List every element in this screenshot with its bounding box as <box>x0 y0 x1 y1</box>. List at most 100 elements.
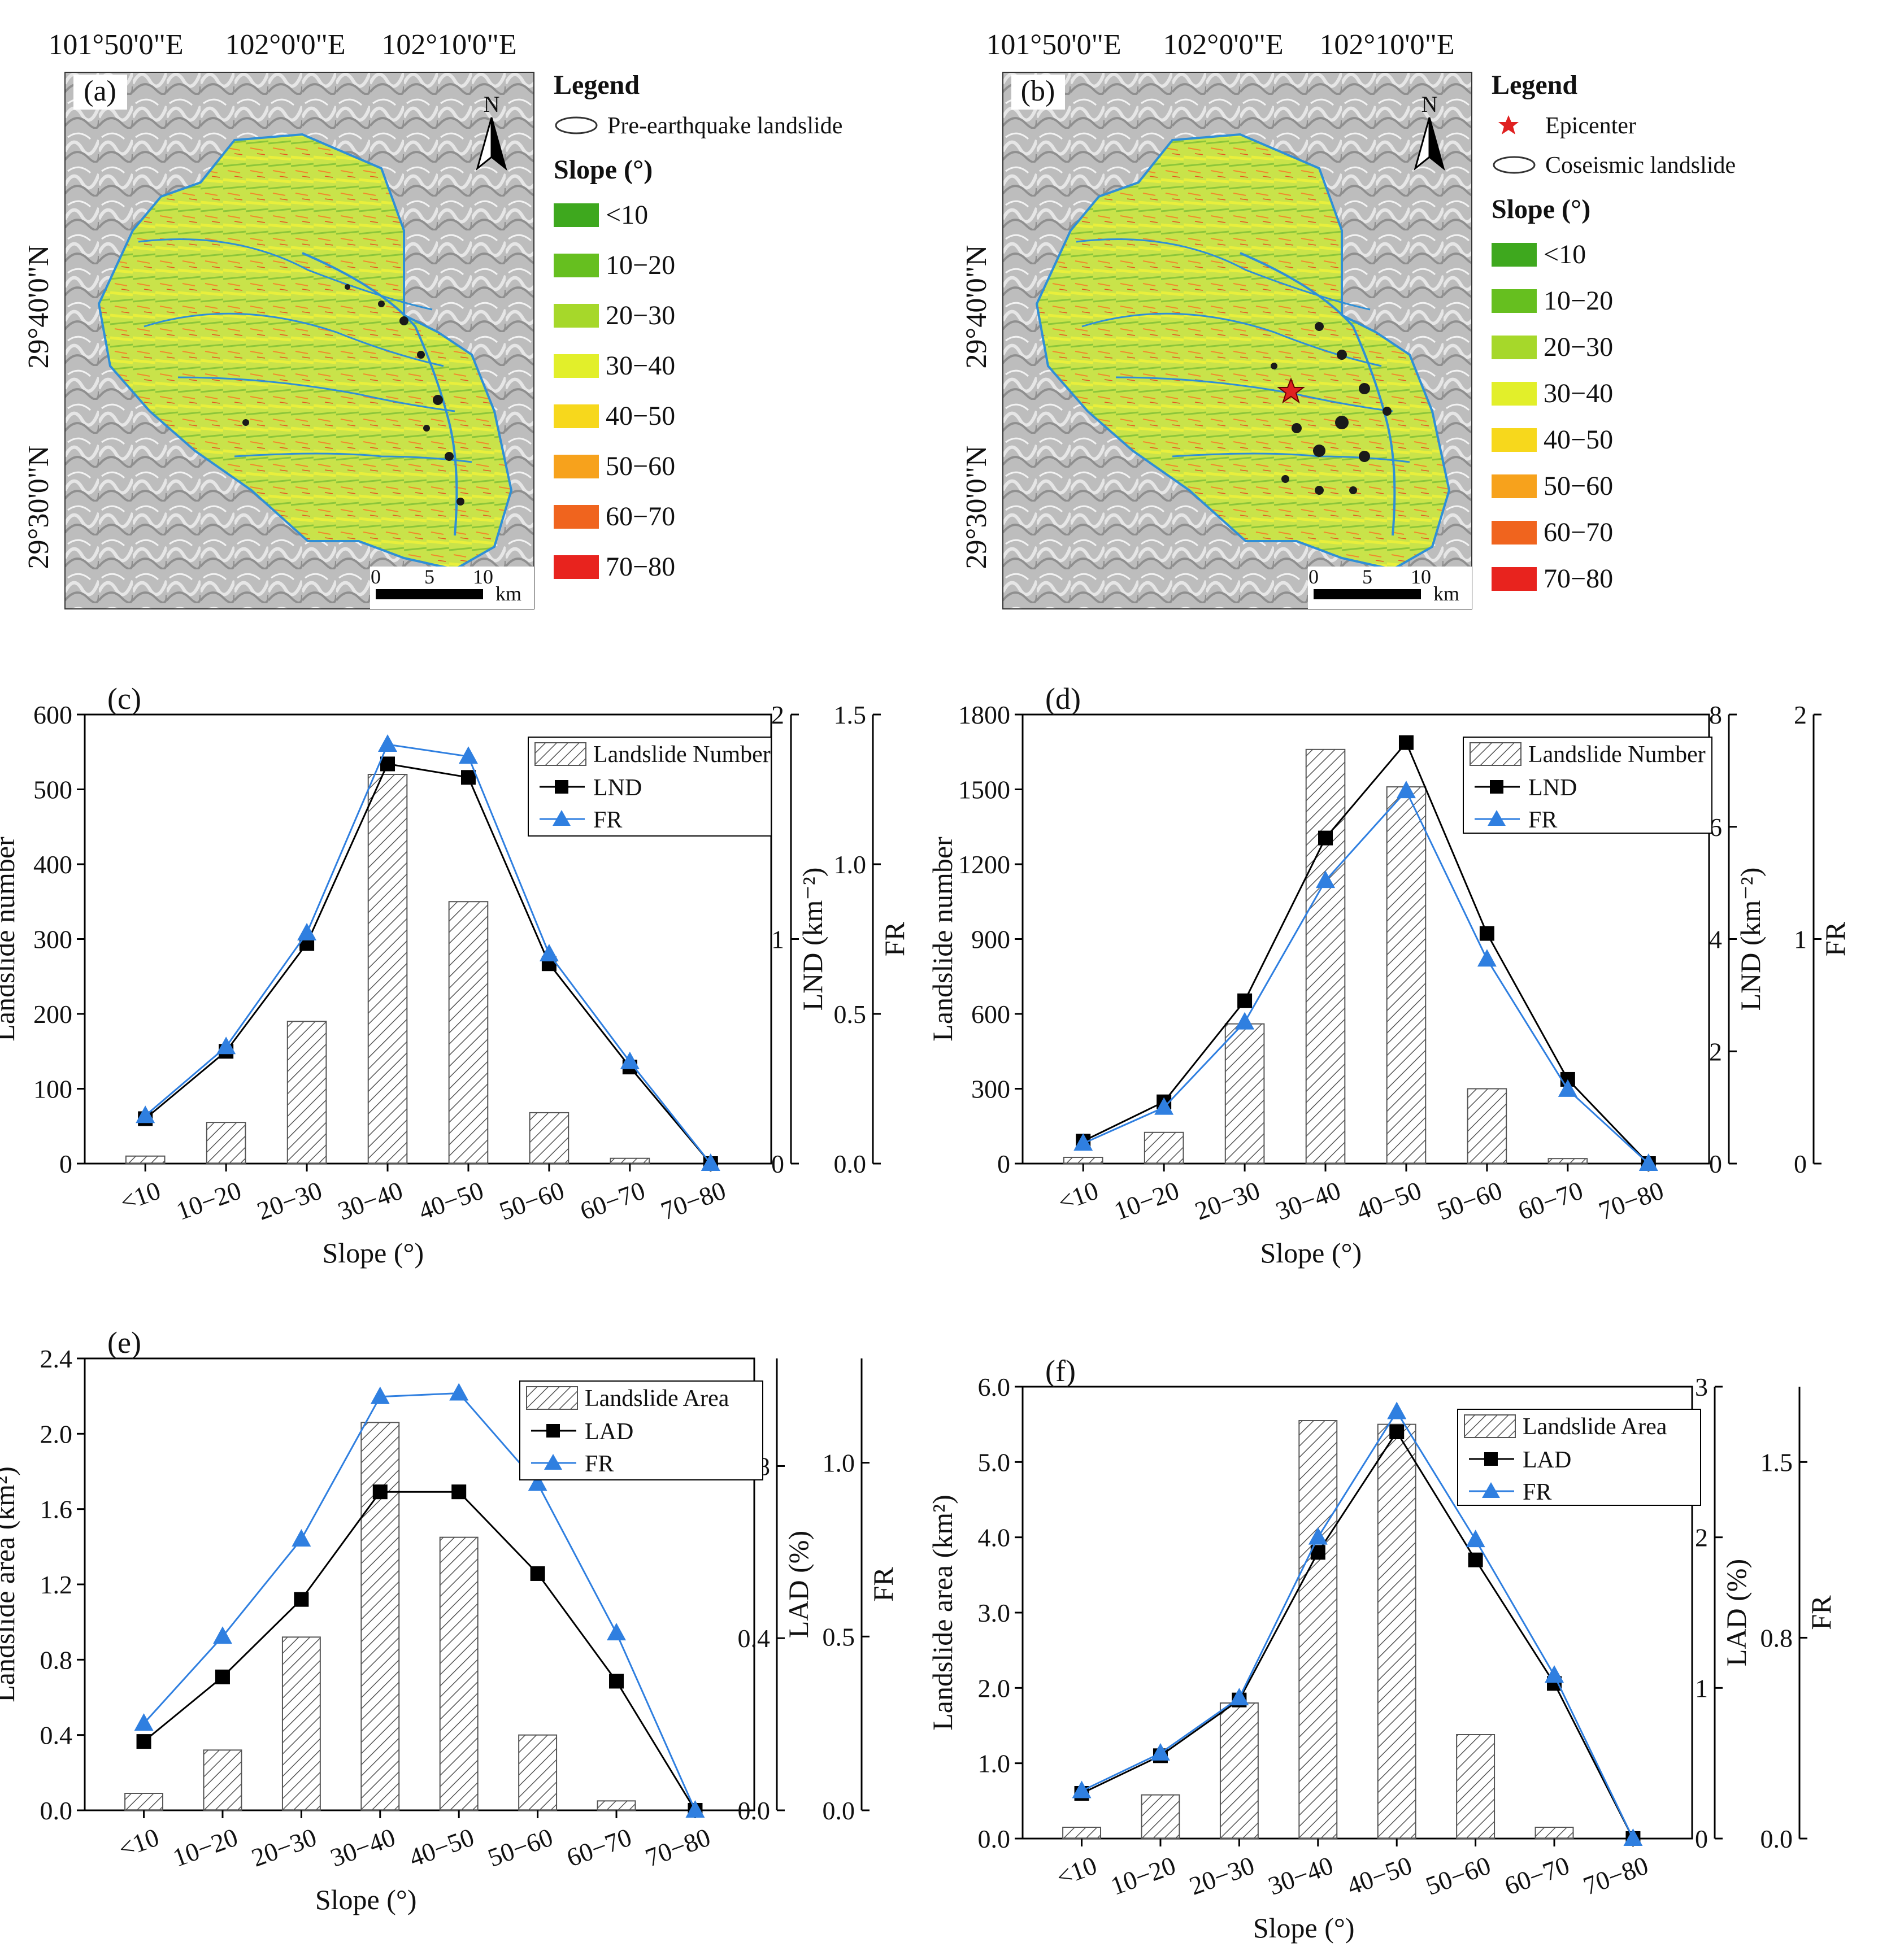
landslide-polygon-icon <box>1493 156 1536 174</box>
slope-swatch <box>1492 428 1537 452</box>
bar <box>1298 1420 1338 1839</box>
point-fr <box>1229 1688 1249 1706</box>
slope-class-label: 10−20 <box>1544 286 1613 316</box>
y1-tick-label: 1200 <box>958 850 1010 879</box>
y2-tick-label: 1 <box>771 925 784 954</box>
map-left-tick: 29°30'0"N <box>23 446 55 569</box>
legend-bar-label: Landslide Number <box>593 742 771 768</box>
x-tick-label: 50−60 <box>484 1822 557 1872</box>
x-axis-label: Slope (°) <box>315 1884 417 1915</box>
slope-swatch <box>1492 567 1537 591</box>
y2-axis-label: LAD (%) <box>1720 1559 1752 1666</box>
x-tick-label: 60−70 <box>563 1822 635 1872</box>
panel-label: (c) <box>107 682 141 716</box>
chart-panel-d: 0 300 600 900 1200 1500 1800 Landslide number 0 2… <box>927 682 1851 1269</box>
y1-tick-label: 200 <box>33 1000 72 1029</box>
y1-tick-label: 2.4 <box>40 1344 73 1373</box>
y1-tick-label: 0.0 <box>978 1824 1011 1853</box>
y1-tick-label: 1.0 <box>978 1749 1011 1778</box>
x-tick-label: <10 <box>1053 1850 1101 1892</box>
point-fr <box>1387 1401 1407 1419</box>
point-lad <box>294 1592 309 1607</box>
svg-text:10: 10 <box>473 565 493 588</box>
landslide-clusters <box>242 284 464 506</box>
svg-text:0: 0 <box>371 565 381 588</box>
point-fr <box>297 922 317 940</box>
y1-tick-label: 600 <box>33 700 72 729</box>
y1-axis-label: Landslide area (km²) <box>0 1466 20 1702</box>
point-fr <box>1308 1527 1328 1545</box>
chart-legend: Landslide Number LND FR <box>528 737 772 837</box>
y2-tick-label: 2 <box>1709 1037 1722 1066</box>
map-panel-b: 101°50'0"E 102°0'0"E 102°10'0"E 29°40'0"… <box>960 29 1736 609</box>
x-tick-label: 30−40 <box>334 1175 406 1225</box>
basin-boundary <box>1172 452 1410 463</box>
bar <box>367 774 408 1164</box>
slope-swatch <box>1492 243 1537 267</box>
x-tick-label: 60−70 <box>576 1175 649 1225</box>
panel-label: (f) <box>1045 1354 1076 1388</box>
x-tick-label: 10−20 <box>1107 1850 1179 1900</box>
slope-swatch <box>1492 336 1537 359</box>
legend-line-label: LAD <box>585 1419 633 1445</box>
legend-bar-label: Landslide Number <box>1528 742 1706 768</box>
point-fr <box>378 734 398 752</box>
y1-tick-label: 500 <box>33 776 72 804</box>
y1-axis-label: Landslide area (km²) <box>927 1495 958 1731</box>
slope-class-label: <10 <box>1544 239 1586 269</box>
x-tick-label: 60−70 <box>1501 1850 1573 1900</box>
y1-tick-label: 0 <box>997 1149 1010 1178</box>
slope-class-label: 30−40 <box>1544 378 1613 408</box>
point-fr <box>1154 1097 1174 1115</box>
point-lad <box>451 1484 467 1500</box>
x-tick-label: 20−30 <box>248 1822 320 1872</box>
x-tick-label: 10−20 <box>172 1175 245 1225</box>
y2-tick-label: 0 <box>1709 1149 1722 1178</box>
y1-tick-label: 2.0 <box>40 1419 73 1448</box>
bar <box>1377 1423 1416 1839</box>
x-tick-label: <10 <box>116 1175 164 1217</box>
x-tick-label: 30−40 <box>1264 1850 1337 1900</box>
slope-swatch <box>1492 474 1537 498</box>
y3-tick-label: 1.0 <box>823 1449 855 1478</box>
point-fr <box>1073 1133 1093 1151</box>
x-tick-label: <10 <box>115 1822 163 1863</box>
map-top-tick: 102°0'0"E <box>225 29 345 61</box>
bar <box>1534 1827 1574 1839</box>
y1-tick-label: 4.0 <box>978 1523 1011 1552</box>
point-lnd <box>1318 830 1333 846</box>
point-fr <box>539 944 559 961</box>
point-lad <box>136 1734 151 1749</box>
point-fr <box>701 1153 720 1171</box>
study-area-polygon <box>97 133 513 571</box>
scale-bar: 0 5 10 km <box>1308 565 1472 609</box>
y2-tick-label: 3 <box>1695 1373 1708 1401</box>
x-tick-label: 10−20 <box>169 1822 241 1872</box>
point-lad <box>1389 1425 1405 1439</box>
slope-class-label: 10−20 <box>606 250 675 280</box>
slope-class-label: 50−60 <box>606 451 675 481</box>
legend-bar-label: Landslide Area <box>1523 1414 1667 1440</box>
y3-tick-label: 1.5 <box>834 700 867 729</box>
svg-text:(b): (b) <box>1021 75 1055 107</box>
slope-swatch <box>1492 382 1537 406</box>
y2-tick-label: 2 <box>771 700 784 729</box>
point-fr <box>212 1626 232 1644</box>
river <box>302 252 458 536</box>
y1-axis-label: Landslide number <box>0 837 20 1042</box>
slope-class-label: <10 <box>606 200 648 230</box>
series-line-fr <box>145 743 711 1164</box>
bar <box>1467 1088 1507 1164</box>
legend-bar-swatch <box>534 742 586 766</box>
x-tick-label: 40−50 <box>415 1175 487 1225</box>
chart-panel-c: 0 100 200 300 400 500 600 Landslide number 0 1 2 LN… <box>0 682 910 1269</box>
basin-boundary <box>234 452 472 463</box>
x-tick-label: <10 <box>1054 1175 1102 1217</box>
x-tick-label: 30−40 <box>327 1822 399 1872</box>
y2-tick-label: 0.4 <box>738 1624 771 1653</box>
y2-tick-label: 0 <box>1695 1824 1708 1853</box>
y3-axis-label: FR <box>867 1567 899 1602</box>
north-arrow: N <box>1414 92 1445 171</box>
bar <box>1063 1156 1103 1164</box>
bar <box>529 1112 570 1165</box>
